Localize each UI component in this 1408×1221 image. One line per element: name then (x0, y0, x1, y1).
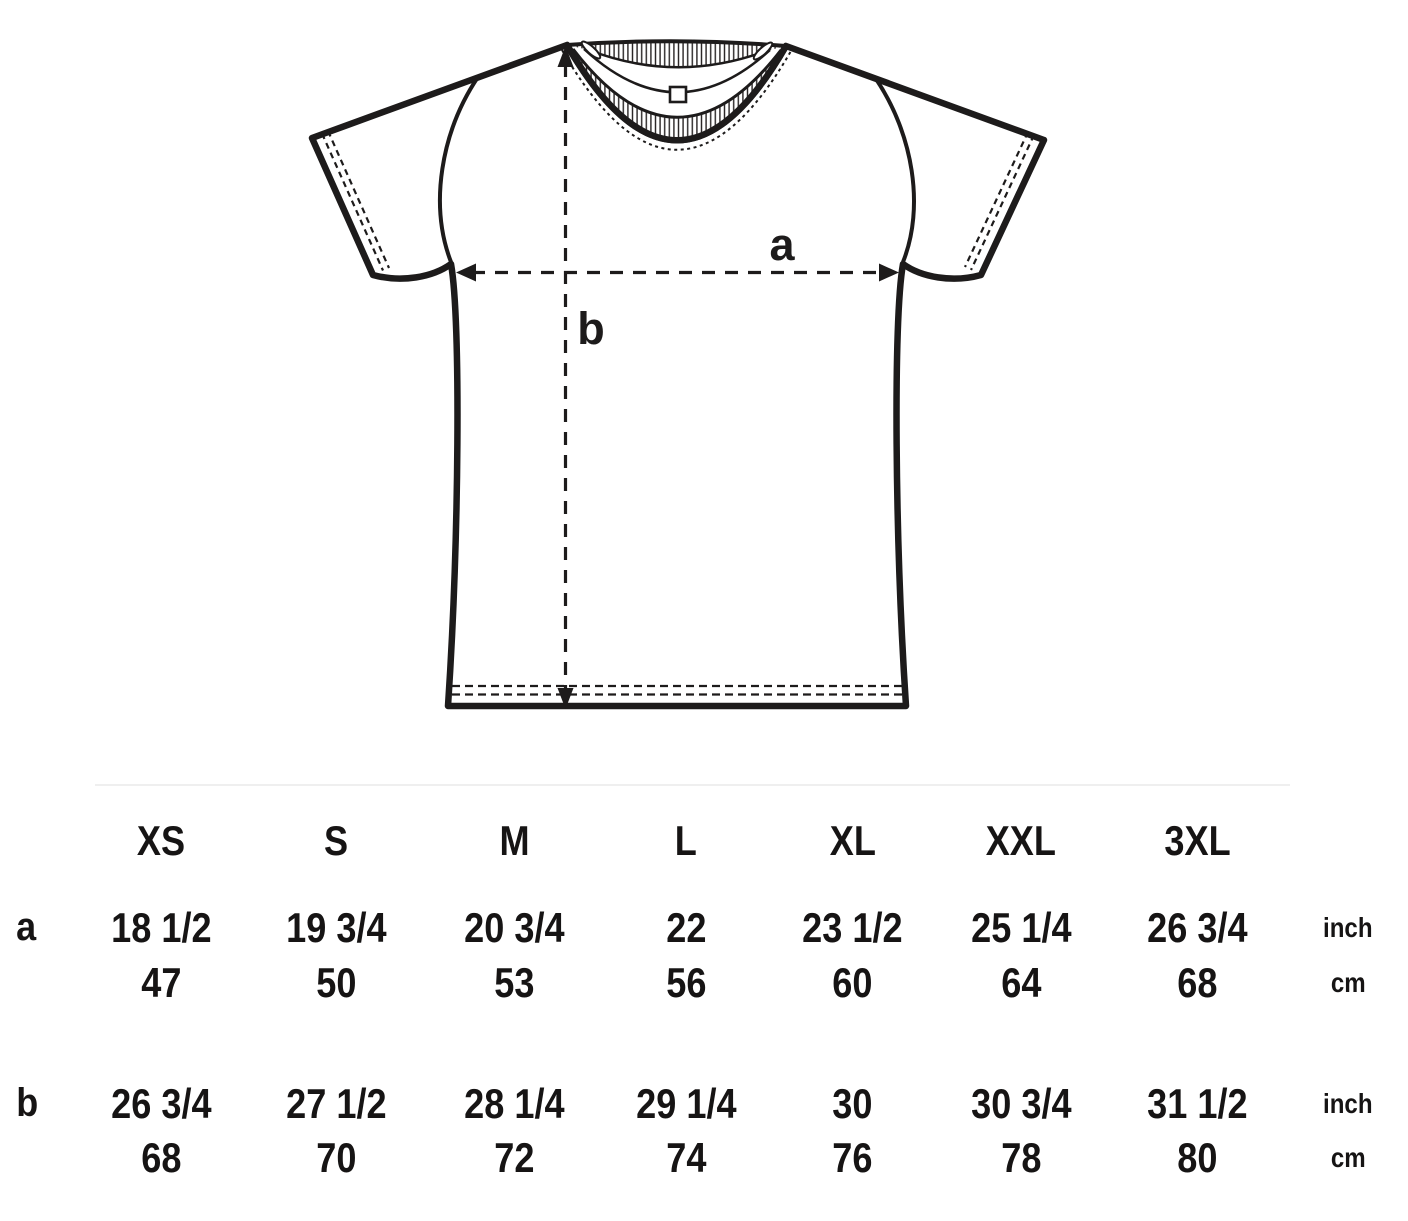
measurement-value: 30 (832, 1079, 873, 1127)
size-header-s: S (324, 817, 349, 864)
measurement-value: 22 (665, 903, 707, 951)
measurement-value: 29 1/4 (635, 1079, 737, 1127)
collar-fold-right (752, 41, 774, 61)
row-label-a: a (16, 905, 37, 949)
row-a-inch: a 18 1/2 19 3/4 20 3/4 22 23 1/2 25 1/4 … (0, 900, 1408, 955)
size-header-3xl: 3XL (1164, 817, 1231, 864)
measurement-value: 20 3/4 (463, 903, 565, 951)
dimension-a-arrow-right (879, 263, 899, 282)
collar-inner-rim (571, 48, 783, 119)
unit-label-inch: inch (1323, 911, 1373, 943)
measurement-value: 26 3/4 (1147, 903, 1248, 951)
unit-label-cm: cm (1330, 966, 1366, 998)
measurement-value: 64 (1000, 958, 1042, 1006)
unit-label-cm: cm (1330, 1142, 1366, 1173)
collar-outer-seam (564, 43, 789, 144)
measurement-value: 78 (1000, 1134, 1042, 1181)
row-b-cm: 68 70 72 74 76 78 80 cm (0, 1131, 1408, 1185)
collar-fold-left (580, 40, 602, 60)
collar-back-band-edge (588, 48, 767, 69)
measurement-value: 25 1/4 (970, 903, 1072, 951)
measurement-value: 80 (1177, 1134, 1218, 1181)
measurement-value: 18 1/2 (110, 903, 212, 951)
measurement-value: 56 (665, 958, 707, 1006)
measurement-value: 19 3/4 (286, 903, 387, 951)
tshirt-measurement-diagram: a b (308, 39, 1048, 710)
measurement-value: 76 (832, 1134, 873, 1181)
armhole-seam-left (438, 75, 480, 263)
measurement-value: 74 (665, 1134, 707, 1181)
dimension-label-a: a (769, 219, 795, 270)
size-header-row: XS S M L XL XXL 3XL (0, 812, 1408, 870)
cuff-stitching-left (320, 130, 391, 271)
row-label-b: b (16, 1081, 39, 1125)
dimension-a-arrow-left (456, 263, 476, 282)
size-header-xs: XS (136, 817, 186, 864)
dimension-b-arrow-top (557, 46, 574, 67)
collar-top-edge (566, 39, 787, 48)
size-chart-table: XS S M L XL XXL 3XL a 18 1/2 19 3/4 20 3… (0, 812, 1408, 1185)
measurement-value: 68 (1177, 958, 1218, 1006)
section-divider (95, 784, 1290, 786)
measurement-value: 28 1/4 (463, 1079, 565, 1127)
measurement-value: 30 3/4 (970, 1079, 1072, 1127)
measurement-value: 27 1/2 (286, 1079, 387, 1127)
size-header-m: M (498, 817, 530, 864)
size-header-l: L (674, 817, 698, 864)
measurement-value: 23 1/2 (802, 903, 903, 951)
measurement-value: 31 1/2 (1147, 1079, 1248, 1127)
unit-label-inch: inch (1323, 1087, 1373, 1119)
neckline-stitching (561, 49, 792, 151)
tshirt-body-outline (308, 41, 1048, 710)
measurement-value: 60 (832, 958, 873, 1006)
hem-stitching (452, 684, 903, 696)
measurement-value: 53 (493, 958, 535, 1006)
row-a-cm: 47 50 53 56 60 64 68 cm (0, 955, 1408, 1010)
neck-label-tag (668, 85, 688, 104)
armhole-seam-right (874, 77, 916, 263)
row-b-inch: b 26 3/4 27 1/2 28 1/4 29 1/4 30 30 3/4 … (0, 1076, 1408, 1131)
measurement-value: 47 (140, 958, 182, 1006)
dimension-b-arrow-bottom (557, 688, 574, 709)
measurement-value: 72 (493, 1134, 535, 1181)
dimension-label-b: b (577, 303, 605, 354)
measurement-value: 68 (140, 1134, 182, 1181)
measurement-value: 50 (316, 958, 357, 1006)
size-header-xl: XL (829, 817, 876, 864)
measurement-value: 70 (316, 1134, 357, 1181)
cuff-stitching-right (964, 131, 1035, 271)
size-header-xxl: XXL (985, 817, 1057, 864)
measurement-value: 26 3/4 (110, 1079, 212, 1127)
